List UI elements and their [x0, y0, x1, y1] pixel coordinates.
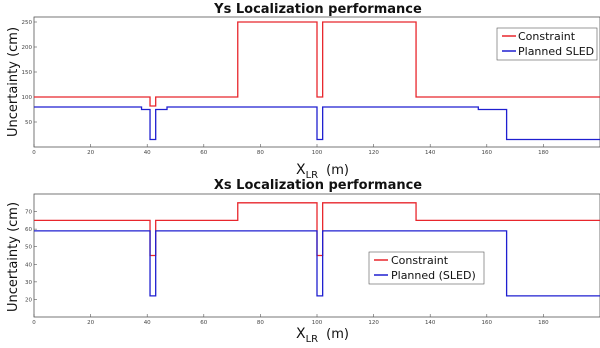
y-tick-label: 200: [22, 45, 33, 51]
y-tick-label: 40: [25, 262, 32, 268]
series-line-planned: [34, 106, 600, 141]
legend-label-constraint: Constraint: [391, 254, 449, 267]
series-lines: [34, 202, 600, 297]
x-tick-label: 120: [368, 150, 379, 156]
y-axis-label: Uncertainty (cm): [6, 27, 21, 137]
legend: Constraint Planned (SLED): [368, 251, 485, 285]
x-tick-label: 180: [538, 320, 549, 326]
x-tick-label: 140: [425, 150, 436, 156]
x-tick-label: 160: [482, 150, 493, 156]
x-axis-label-unit: (m): [326, 163, 349, 178]
x-axis-label: XLR (m): [296, 326, 349, 345]
x-tick-label: 0: [32, 150, 36, 156]
series-line-constraint: [34, 202, 600, 257]
y-tick-label: 60: [25, 227, 32, 233]
x-tick-label: 80: [257, 150, 264, 156]
series-lines: [34, 21, 600, 141]
y-axis-label: Uncertainty (cm): [6, 202, 21, 312]
x-ticks: 0 20 40 60 80 100 120 140 160 180: [32, 144, 549, 156]
x-axis-label: XLR (m): [296, 162, 349, 181]
legend: Constraint Planned SLED: [496, 27, 598, 61]
series-line-constraint: [34, 21, 600, 107]
x-tick-label: 60: [200, 320, 207, 326]
x-axis-label-main: X: [296, 162, 306, 178]
x-tick-label: 100: [312, 320, 323, 326]
legend-label-planned: Planned SLED: [518, 45, 594, 58]
x-axis-label-sub: LR: [306, 170, 319, 181]
xs-chart: Xs Localization performance 0 20 40 60 80 100…: [6, 178, 600, 345]
series-line-planned: [34, 230, 600, 297]
x-tick-label: 120: [368, 320, 379, 326]
x-tick-label: 20: [87, 150, 94, 156]
x-axis-label-main: X: [296, 326, 306, 342]
x-tick-label: 140: [425, 320, 436, 326]
x-tick-label: 60: [200, 150, 207, 156]
y-tick-label: 70: [25, 210, 32, 216]
chart-title: Ys Localization performance: [213, 2, 422, 17]
y-tick-label: 50: [25, 245, 32, 251]
x-ticks: 0 20 40 60 80 100 120 140 160 180: [32, 314, 549, 326]
x-tick-label: 80: [257, 320, 264, 326]
x-tick-label: 160: [482, 320, 493, 326]
x-tick-label: 0: [32, 320, 36, 326]
y-tick-label: 50: [25, 120, 32, 126]
legend-label-constraint: Constraint: [518, 30, 576, 43]
legend-box: [368, 251, 485, 285]
x-tick-label: 40: [144, 320, 151, 326]
y-ticks: 20 30 40 50 60 70: [25, 210, 37, 303]
legend-label-planned: Planned (SLED): [391, 269, 476, 282]
x-tick-label: 100: [312, 150, 323, 156]
x-tick-label: 40: [144, 150, 151, 156]
y-tick-label: 30: [25, 280, 32, 286]
ys-chart: Ys Localization performance 0 20 40 60 80 100…: [6, 2, 600, 181]
legend-box: [496, 27, 598, 61]
chart-title: Xs Localization performance: [214, 178, 422, 193]
y-tick-label: 20: [25, 297, 32, 303]
x-axis-label-unit: (m): [326, 327, 349, 342]
x-tick-label: 20: [87, 320, 94, 326]
y-ticks: 50 100 150 200 250: [22, 20, 37, 126]
x-axis-label-sub: LR: [306, 334, 319, 345]
y-tick-label: 250: [22, 20, 33, 26]
y-tick-label: 100: [22, 95, 33, 101]
x-tick-label: 180: [538, 150, 549, 156]
y-tick-label: 150: [22, 70, 33, 76]
